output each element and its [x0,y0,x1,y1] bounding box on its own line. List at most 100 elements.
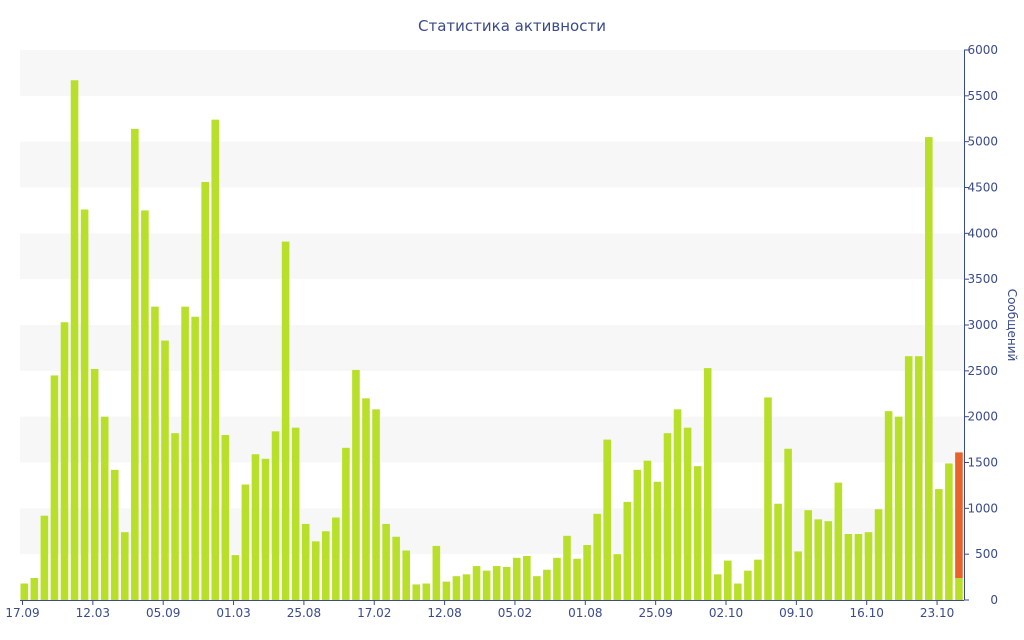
bar [754,559,762,600]
bar [432,545,441,600]
bar [30,578,39,600]
bar [834,482,843,600]
y-tick-label: 5000 [967,135,998,149]
bar [864,532,873,600]
y-tick-label: 2500 [967,364,998,378]
y-axis-title: Сообщений [1005,289,1019,362]
x-tick-label: 23.10 [920,606,954,620]
bar [442,581,451,600]
bar [100,416,109,600]
bar [20,583,29,600]
bar [734,583,742,600]
bar [472,566,481,600]
bar [422,583,431,600]
bar [523,556,531,600]
bar [874,509,883,600]
bar [311,541,320,600]
y-tick-label: 5500 [967,89,998,103]
bar [623,501,632,600]
grid-band [20,325,964,371]
bar [854,534,863,600]
bar [774,503,782,600]
bar [121,532,129,600]
bar [492,566,501,600]
grid-band [20,50,964,96]
bar [553,557,561,600]
bar [784,448,792,600]
bar [60,322,69,600]
bar [653,481,662,600]
x-tick-label: 05.02 [498,606,532,620]
bar [884,411,893,600]
bar [271,431,280,600]
x-tick-label: 12.08 [427,606,461,620]
bar [70,80,79,600]
bar [171,433,179,600]
bar [945,463,953,600]
bar [563,535,571,600]
bar [794,551,802,600]
bar [844,534,853,600]
bar [291,427,300,600]
bar [824,521,833,600]
bar [643,460,652,600]
bar-base [955,578,963,600]
grid-band [20,233,964,280]
bar [301,523,310,600]
y-tick-label: 4000 [967,226,998,240]
bar [50,375,59,600]
bar [663,433,672,600]
y-axis-ticks: 0 500 1000 1500 2000 2500 3000 3500 4000 4500 5000… [964,43,998,607]
bar [412,584,421,600]
x-tick-label: 25.08 [287,606,321,620]
bar [161,340,169,600]
bar [90,369,99,600]
bar [633,469,642,600]
bar [372,409,380,600]
bar [744,570,752,600]
bar [935,489,943,600]
bar [151,306,159,600]
bar [201,182,209,600]
x-tick-label: 02.10 [709,606,743,620]
bar [533,576,541,600]
x-tick-label: 17.09 [5,606,39,620]
bar [573,558,581,600]
y-tick-label: 1500 [967,456,998,470]
bar [241,484,250,600]
bar [392,536,400,600]
bar [894,416,903,600]
x-tick-label: 05.09 [146,606,180,620]
bar [40,515,49,600]
bar [322,531,330,600]
chart-title: Статистика активности [418,17,606,35]
bar [352,369,360,600]
y-tick-label: 3500 [967,272,998,286]
bar [914,356,923,600]
bar [593,513,601,600]
plot-bands [20,50,964,555]
x-tick-label: 12.03 [76,606,110,620]
bar [603,439,611,600]
bar [402,550,410,600]
bar [141,210,149,600]
bar [452,576,461,600]
x-tick-label: 25.09 [638,606,672,620]
bar [362,398,370,600]
x-tick-label: 01.08 [568,606,602,620]
bar [925,137,933,601]
bar [764,397,772,600]
y-tick-label: 4500 [967,181,998,195]
bar [673,409,682,600]
grid-band [20,141,964,188]
bar [583,545,591,600]
bar [221,435,230,600]
bar [814,519,823,600]
bar [904,356,913,600]
bar [181,306,189,600]
bar [110,469,119,600]
bar [281,241,290,601]
bar [131,128,139,601]
